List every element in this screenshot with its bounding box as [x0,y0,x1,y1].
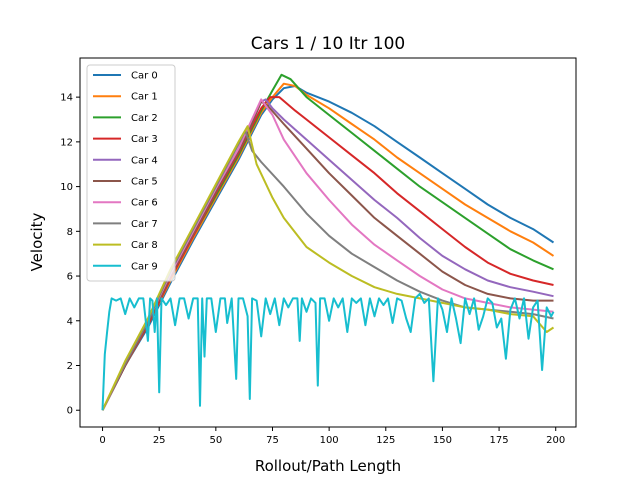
legend-label-car-7: Car 7 [131,219,158,230]
x-tick-label: 50 [209,435,222,446]
y-axis: 0 2 4 6 8 10 12 14 [60,93,80,417]
x-tick-label: 175 [490,435,509,446]
legend: Car 0 Car 1 Car 2 Car 3 Car 4 Car 5 Car 6 Car 7… [86,64,176,282]
y-tick-label: 4 [67,316,73,327]
x-tick-label: 100 [320,435,339,446]
legend-label-car-5: Car 5 [131,177,158,188]
y-tick-label: 0 [67,406,73,417]
x-tick-label: 25 [153,435,166,446]
legend-box [86,64,176,282]
y-tick-label: 2 [67,361,73,372]
y-tick-label: 8 [67,227,73,238]
series-line-car-9 [101,292,555,411]
legend-label-car-4: Car 4 [131,155,158,166]
x-axis: 0 25 50 75 100 125 150 175 200 [99,427,565,446]
plot-frame [79,57,577,428]
x-axis-title: Rollout/Path Length [255,457,401,475]
series-line-car-3 [101,96,554,411]
y-axis-title: Velocity [28,212,46,271]
y-tick-label: 14 [60,93,73,104]
x-tick-label: 75 [266,435,279,446]
legend-label-car-1: Car 1 [131,92,158,103]
x-tick-label: 125 [376,435,395,446]
x-tick-label: 150 [433,435,452,446]
y-tick-label: 10 [60,182,73,193]
x-tick-label: 0 [99,435,105,446]
series-line-car-8 [101,125,555,411]
x-tick-label: 200 [546,435,565,446]
series-line-car-5 [101,100,554,411]
legend-label-car-3: Car 3 [131,134,158,145]
y-tick-label: 12 [60,137,73,148]
legend-label-car-0: Car 0 [131,71,158,82]
legend-label-car-8: Car 8 [131,240,158,251]
legend-label-car-2: Car 2 [131,113,158,124]
chart-title: Cars 1 / 10 Itr 100 [251,34,405,54]
y-tick-label: 6 [67,272,73,283]
legend-label-car-6: Car 6 [131,198,158,209]
legend-label-car-9: Car 9 [131,261,158,272]
plot-area [101,73,555,411]
